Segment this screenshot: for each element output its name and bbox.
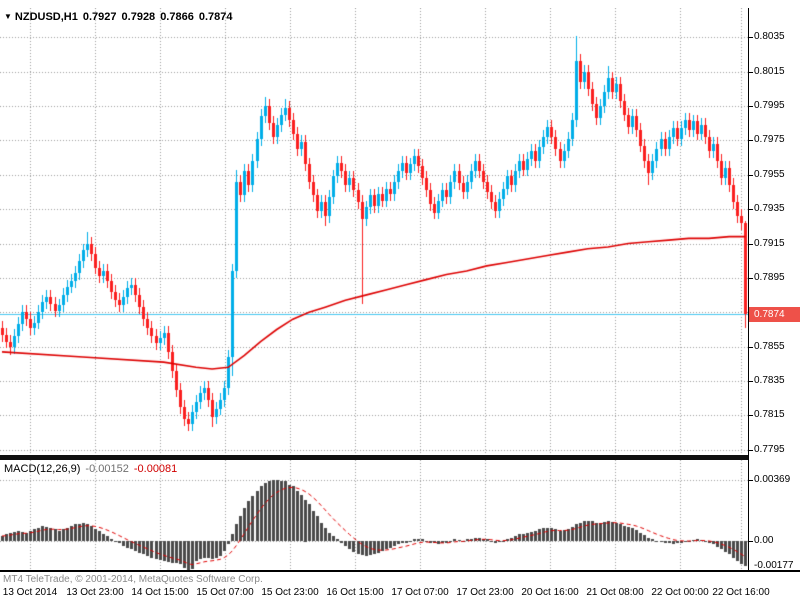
price-tick-label: 0.7915: [754, 238, 785, 249]
axis-tick-mark: [749, 244, 753, 245]
chart-title-low: 0.7866: [160, 11, 194, 23]
copyright-text: MT4 TeleTrade, © 2001-2014, MetaQuotes S…: [3, 574, 263, 585]
current-price-badge: 0.7874: [749, 307, 800, 322]
time-tick-label: 15 Oct 07:00: [196, 587, 254, 598]
macd-tick-label: 0.00369: [754, 474, 791, 485]
time-tick-label: 21 Oct 08:00: [586, 587, 644, 598]
price-tick-label: 0.7795: [754, 444, 785, 455]
time-tick-label: 13 Oct 2014: [2, 587, 58, 598]
macd-panel-canvas[interactable]: [0, 460, 748, 570]
price-tick-label: 0.7835: [754, 375, 785, 386]
price-tick-label: 0.8015: [754, 66, 785, 77]
macd-tick-label: -0.00177: [754, 560, 794, 571]
price-tick-label: 0.7995: [754, 100, 785, 111]
chart-title-open: 0.7927: [82, 11, 117, 23]
time-axis[interactable]: MT4 TeleTrade, © 2001-2014, MetaQuotes S…: [0, 570, 800, 600]
panel-splitter[interactable]: [0, 455, 800, 460]
symbol-marker-icon: ▼: [4, 12, 12, 21]
axis-tick-mark: [749, 347, 753, 348]
price-tick-label: 0.7935: [754, 203, 785, 214]
time-tick-label: 20 Oct 16:00: [521, 587, 579, 598]
chart-title: ▼ NZDUSD,H1 0.7927 0.7928 0.7866 0.7874: [4, 11, 233, 23]
time-tick-label: 13 Oct 23:00: [66, 587, 124, 598]
macd-name: MACD(12,26,9): [4, 463, 81, 475]
time-tick-label: 16 Oct 15:00: [326, 587, 384, 598]
axis-tick-mark: [749, 106, 753, 107]
axis-tick-mark: [749, 480, 753, 481]
price-tick-label: 0.7815: [754, 409, 785, 420]
axis-tick-mark: [749, 175, 753, 176]
axis-tick-mark: [749, 72, 753, 73]
macd-indicator-label: MACD(12,26,9) -0.00152 -0.00081: [4, 463, 177, 475]
price-tick-label: 0.7975: [754, 134, 785, 145]
axis-tick-mark: [749, 450, 753, 451]
main-chart-canvas[interactable]: [0, 8, 748, 455]
axis-tick-mark: [749, 541, 753, 542]
chart-title-close: 0.7874: [198, 11, 233, 23]
price-tick-label: 0.7895: [754, 272, 785, 283]
axis-tick-mark: [749, 278, 753, 279]
macd-tick-label: 0.00: [754, 535, 774, 546]
macd-value: -0.00152: [85, 463, 129, 475]
time-tick-label: 17 Oct 07:00: [391, 587, 449, 598]
time-tick-label: 22 Oct 16:00: [712, 587, 770, 598]
price-axis[interactable]: 0.7874 0.8035 0.8015 0.7995 0.7975 0.7955 0.7…: [748, 8, 800, 571]
price-tick-label: 0.8035: [754, 31, 785, 42]
time-tick-label: 14 Oct 15:00: [131, 587, 189, 598]
price-tick-label: 0.7855: [754, 341, 785, 352]
time-tick-label: 15 Oct 23:00: [261, 587, 319, 598]
chart-title-high: 0.7928: [121, 11, 156, 23]
axis-tick-mark: [749, 381, 753, 382]
axis-tick-mark: [749, 140, 753, 141]
macd-signal-value: -0.00081: [133, 463, 178, 475]
time-tick-label: 17 Oct 23:00: [456, 587, 514, 598]
price-tick-label: 0.7955: [754, 169, 785, 180]
axis-tick-mark: [749, 209, 753, 210]
time-tick-label: 22 Oct 00:00: [651, 587, 709, 598]
axis-tick-mark: [749, 37, 753, 38]
axis-tick-mark: [749, 415, 753, 416]
chart-title-symbol: NZDUSD,H1: [14, 11, 78, 23]
